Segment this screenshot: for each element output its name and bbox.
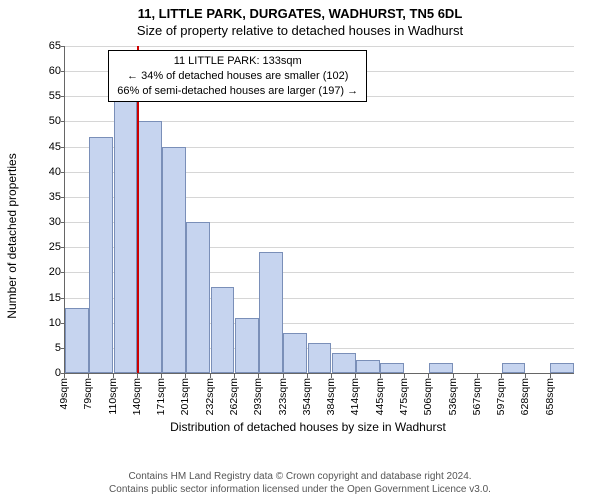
bar: [162, 147, 186, 373]
ytick-label: 30: [49, 216, 65, 228]
bar: [259, 252, 283, 373]
xtick-label: 384sqm: [325, 378, 337, 415]
ytick-label: 45: [49, 141, 65, 153]
bar: [502, 363, 526, 373]
ytick-label: 65: [49, 40, 65, 52]
plot-area: 11 LITTLE PARK: 133sqm ← 34% of detached…: [64, 46, 574, 374]
xtick-label: 658sqm: [544, 378, 556, 415]
bar: [114, 96, 138, 373]
bar: [89, 137, 113, 373]
ytick-label: 40: [49, 166, 65, 178]
xtick-label: 201sqm: [179, 378, 191, 415]
bar: [380, 363, 404, 373]
bar: [332, 353, 356, 373]
bar: [550, 363, 574, 373]
page-title: 11, LITTLE PARK, DURGATES, WADHURST, TN5…: [0, 6, 600, 21]
footer-line1: Contains HM Land Registry data © Crown c…: [0, 471, 600, 484]
ytick-label: 25: [49, 241, 65, 253]
bar: [356, 360, 380, 373]
ytick-label: 60: [49, 65, 65, 77]
ytick-label: 10: [49, 317, 65, 329]
page-subtitle: Size of property relative to detached ho…: [0, 23, 600, 38]
ytick-label: 50: [49, 115, 65, 127]
xtick-label: 49sqm: [58, 378, 70, 410]
bar: [235, 318, 259, 373]
ytick-label: 55: [49, 90, 65, 102]
xtick-label: 597sqm: [495, 378, 507, 415]
xtick-label: 354sqm: [301, 378, 313, 415]
footer: Contains HM Land Registry data © Crown c…: [0, 471, 600, 496]
annotation-line1: 11 LITTLE PARK: 133sqm: [117, 54, 358, 69]
xtick-label: 567sqm: [471, 378, 483, 415]
footer-line2: Contains public sector information licen…: [0, 484, 600, 497]
annotation-line3: 66% of semi-detached houses are larger (…: [117, 84, 358, 99]
xtick-label: 140sqm: [131, 378, 143, 415]
x-ticks: 49sqm79sqm110sqm140sqm171sqm201sqm232sqm…: [64, 374, 574, 426]
bar: [283, 333, 307, 373]
xtick-label: 536sqm: [447, 378, 459, 415]
title-block: 11, LITTLE PARK, DURGATES, WADHURST, TN5…: [0, 0, 600, 38]
xtick-label: 110sqm: [107, 378, 119, 415]
bar: [308, 343, 332, 373]
bar: [211, 287, 235, 373]
y-axis-label: Number of detached properties: [5, 153, 19, 318]
chart: Number of detached properties 11 LITTLE …: [34, 46, 582, 426]
annotation-box: 11 LITTLE PARK: 133sqm ← 34% of detached…: [108, 50, 367, 103]
xtick-label: 293sqm: [252, 378, 264, 415]
annotation-line2: ← 34% of detached houses are smaller (10…: [117, 69, 358, 84]
xtick-label: 232sqm: [204, 378, 216, 415]
xtick-label: 475sqm: [398, 378, 410, 415]
bar: [65, 308, 89, 373]
bar: [138, 121, 162, 373]
xtick-label: 262sqm: [228, 378, 240, 415]
ytick-label: 35: [49, 191, 65, 203]
xtick-label: 506sqm: [422, 378, 434, 415]
xtick-label: 628sqm: [519, 378, 531, 415]
ytick-label: 15: [49, 292, 65, 304]
xtick-label: 414sqm: [349, 378, 361, 415]
bar: [186, 222, 210, 373]
ytick-label: 20: [49, 266, 65, 278]
xtick-label: 171sqm: [155, 378, 167, 415]
xtick-label: 445sqm: [374, 378, 386, 415]
ytick-label: 5: [55, 342, 65, 354]
xtick-label: 79sqm: [82, 378, 94, 410]
bar: [429, 363, 453, 373]
x-axis-label: Distribution of detached houses by size …: [34, 420, 582, 434]
xtick-label: 323sqm: [277, 378, 289, 415]
